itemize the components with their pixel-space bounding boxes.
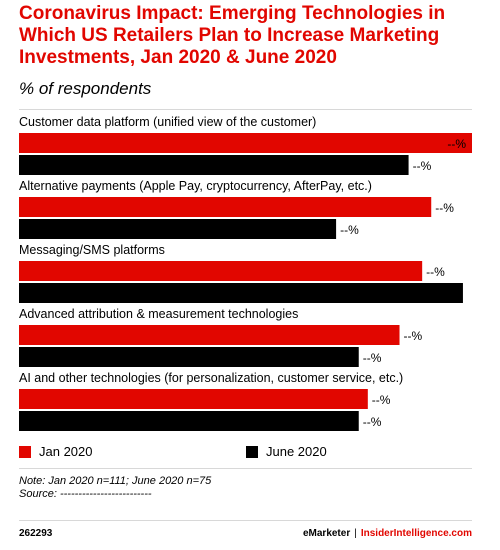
value-label-june-2020: --% xyxy=(340,223,359,237)
category-label: Advanced attribution & measurement techn… xyxy=(19,307,298,321)
value-label-jan-2020: --% xyxy=(372,393,391,407)
chart-id: 262293 xyxy=(19,528,53,539)
category-label: Customer data platform (unified view of … xyxy=(19,115,316,129)
legend-item-jan-2020: Jan 2020 xyxy=(19,444,93,459)
bar-june-2020 xyxy=(19,347,359,367)
category-label: Messaging/SMS platforms xyxy=(19,243,165,257)
top-divider xyxy=(19,109,472,110)
bar-june-2020 xyxy=(19,411,359,431)
value-label-june-2020: --% xyxy=(438,287,457,301)
bar-june-2020 xyxy=(19,219,337,239)
bar-jan-2020 xyxy=(19,261,423,281)
bottom-divider xyxy=(19,468,472,469)
brand-primary: eMarketer xyxy=(302,528,351,539)
legend-swatch-june-2020 xyxy=(246,445,258,458)
category-label: Alternative payments (Apple Pay, cryptoc… xyxy=(19,179,372,193)
footer-divider xyxy=(19,520,472,521)
bar-june-2020 xyxy=(19,155,409,175)
chart-subtitle: % of respondents xyxy=(19,79,152,98)
source-note: Source: ------------------------- xyxy=(19,488,152,500)
bar-jan-2020 xyxy=(19,133,472,153)
value-label-jan-2020: --% xyxy=(435,201,454,215)
bar-june-2020 xyxy=(19,283,463,303)
brand-lockup: eMarketer | InsiderIntelligence.com xyxy=(303,528,472,539)
sample-note: Note: Jan 2020 n=111; June 2020 n=75 xyxy=(19,475,212,487)
bar-jan-2020 xyxy=(19,197,432,217)
legend-item-june-2020: June 2020 xyxy=(246,444,327,459)
value-label-jan-2020: --% xyxy=(447,137,466,151)
legend-label-june-2020: June 2020 xyxy=(266,444,327,459)
notes: Note: Jan 2020 n=111; June 2020 n=75 Sou… xyxy=(19,475,211,501)
legend-swatch-jan-2020 xyxy=(19,445,31,458)
bar-jan-2020 xyxy=(19,389,368,409)
bar-chart: Customer data platform (unified view of … xyxy=(19,115,472,431)
value-label-jan-2020: --% xyxy=(404,329,423,343)
chart-title: Coronavirus Impact: Emerging Technologie… xyxy=(19,3,446,68)
category-label: AI and other technologies (for personali… xyxy=(19,371,403,385)
brand-secondary: InsiderIntelligence.com xyxy=(360,528,472,539)
value-label-june-2020: --% xyxy=(413,159,432,173)
brand-separator: | xyxy=(354,528,357,539)
value-label-june-2020: --% xyxy=(363,351,382,365)
legend-label-jan-2020: Jan 2020 xyxy=(39,444,93,459)
bar-jan-2020 xyxy=(19,325,400,345)
legend: Jan 2020 June 2020 xyxy=(19,444,479,464)
value-label-jan-2020: --% xyxy=(426,265,445,279)
value-label-june-2020: --% xyxy=(363,415,382,429)
